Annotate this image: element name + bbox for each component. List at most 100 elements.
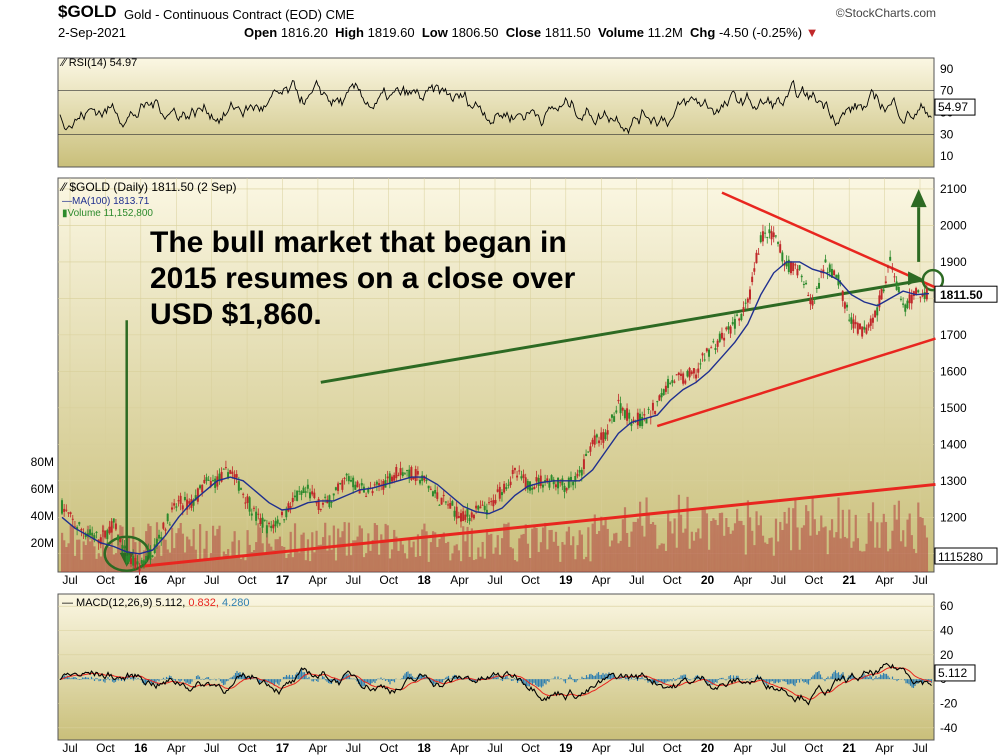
volume-bar [479, 556, 482, 572]
price-candle-body [552, 479, 555, 485]
volume-bar [684, 528, 687, 572]
price-candle-body [158, 534, 161, 539]
price-candle-body [89, 529, 92, 536]
price-candle-body [181, 505, 184, 510]
price-candle-body [140, 560, 143, 564]
volume-bar [815, 534, 819, 572]
volume-bar [807, 511, 810, 572]
price-candle-body [880, 288, 883, 300]
breakout-circle [103, 535, 150, 573]
volume-bar [263, 554, 266, 572]
volume-bar [373, 523, 376, 572]
price-candle-body [373, 484, 376, 486]
price-candle-body [429, 488, 432, 490]
volume-bar [811, 496, 814, 572]
price-candle-body [242, 493, 245, 495]
price-candle-body [785, 261, 788, 267]
volume-bar [839, 538, 842, 572]
volume-bar [891, 530, 894, 572]
volume-bar [393, 529, 396, 572]
brand-text[interactable]: ©StockCharts.com [835, 6, 936, 20]
volume-bar [211, 525, 215, 572]
price-candle-body [522, 474, 525, 478]
price-candle-body [675, 374, 678, 376]
volume-bar [175, 533, 178, 572]
volume-bar [632, 521, 635, 572]
volume-bar [710, 521, 713, 572]
price-candle-body [645, 418, 648, 424]
volume-bar [410, 547, 413, 572]
price-candle-body [291, 497, 294, 503]
macd-panel[interactable] [57, 593, 935, 741]
long-term-support-line [139, 482, 936, 569]
x-tick-label: Oct [663, 573, 682, 587]
price-candle-body [815, 287, 818, 289]
volume-bar [585, 556, 588, 572]
volume-bar [472, 560, 476, 572]
volume-bar [554, 531, 558, 572]
price-candle-body [723, 337, 726, 341]
volume-bar [589, 561, 592, 572]
price-candle-body [539, 475, 542, 486]
price-candle-body [121, 544, 124, 554]
volume-bar [787, 507, 791, 572]
price-candle-body [261, 517, 264, 528]
price-candle-body [354, 484, 357, 490]
volume-bar [490, 533, 493, 572]
high-value: 1819.60 [367, 25, 415, 40]
price-candle-body [192, 499, 195, 506]
price-candle-body [440, 497, 443, 505]
price-candle-body [240, 488, 243, 490]
volume-bar [779, 521, 782, 572]
chart-header: $GOLD Gold - Continuous Contract (EOD) C… [58, 2, 938, 40]
price-candle-body [662, 389, 665, 396]
volume-bar [246, 530, 249, 572]
volume-value: 11.2M [647, 25, 683, 40]
price-candle-body [764, 232, 767, 234]
price-candle-body [91, 532, 94, 536]
volume-bar [298, 552, 301, 572]
price-candle-body [321, 502, 324, 505]
volume-bar [805, 505, 808, 572]
volume-bar [431, 531, 435, 572]
price-candle-body [160, 537, 163, 540]
price-candle-body [101, 530, 104, 532]
price-candle-body [598, 440, 601, 444]
price-panel[interactable] [57, 177, 935, 573]
volume-bar [574, 559, 577, 572]
price-candle-body [647, 408, 650, 410]
rsi-panel[interactable] [57, 57, 935, 168]
volume-bar [766, 543, 769, 572]
price-candle-body [580, 469, 583, 476]
price-candle-body [684, 380, 687, 384]
symbol-title: $GOLD [58, 2, 117, 21]
volume-bar [104, 558, 107, 572]
volume-bar [114, 553, 118, 572]
macd-x-tick-label: 17 [276, 741, 290, 755]
volume-bar [889, 548, 892, 572]
volume-bar [63, 540, 66, 572]
price-candle-body [673, 381, 676, 383]
price-candle-body [664, 385, 667, 392]
price-candle-body [235, 474, 238, 478]
price-candle-body [155, 539, 158, 546]
volume-bar [748, 517, 752, 572]
price-candle-body [449, 503, 452, 509]
price-candle-body [559, 482, 562, 484]
price-candle-body [375, 481, 378, 485]
macd-tick-label: 20 [940, 648, 954, 662]
volume-bar [628, 546, 631, 572]
volume-bar [444, 543, 448, 572]
price-candle-body [425, 480, 428, 482]
volume-bar [828, 530, 831, 572]
price-candle-body [481, 504, 484, 506]
volume-tick-label: 60M [31, 482, 54, 496]
price-candle-body [457, 515, 460, 518]
price-candle-body [149, 549, 152, 560]
macd-x-tick-label: 21 [842, 741, 856, 755]
price-candle-body [606, 430, 609, 435]
price-candle-body [412, 477, 415, 480]
volume-bar [796, 527, 799, 572]
volume-bar [287, 553, 290, 572]
